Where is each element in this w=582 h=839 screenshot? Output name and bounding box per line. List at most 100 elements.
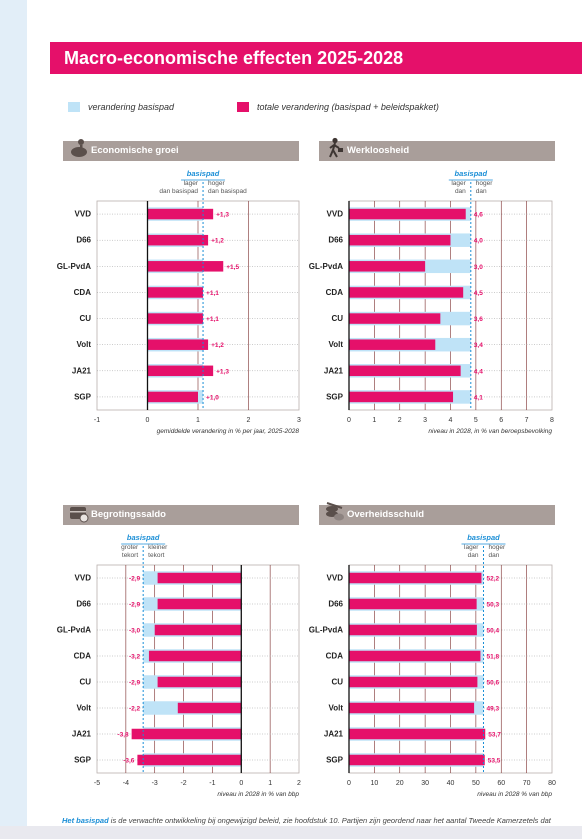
direction-label-right: hoger	[488, 544, 505, 551]
data-label: +1,0	[206, 394, 219, 401]
tick-label: 0	[146, 417, 150, 424]
data-bar	[349, 339, 436, 350]
legend-totaal: totale verandering (basispad + beleidspa…	[237, 102, 439, 112]
category-label: VVD	[327, 574, 344, 583]
tick-label: 70	[523, 780, 531, 787]
data-label: 53,7	[488, 732, 501, 739]
tick-label: -1	[94, 417, 100, 424]
data-bar	[147, 234, 209, 246]
axis-label: niveau in 2028 in % van bbp	[217, 791, 299, 798]
data-bar	[349, 702, 475, 714]
category-label: CDA	[74, 652, 92, 661]
data-bar	[349, 234, 451, 246]
panel-title: Werkloosheid	[347, 145, 410, 156]
category-label: VVD	[327, 210, 344, 219]
data-bar	[147, 287, 204, 298]
data-bar	[349, 313, 441, 324]
tick-label: 2	[297, 780, 301, 787]
data-label: 3,0	[474, 264, 483, 271]
direction-label-right: kleiner	[148, 544, 168, 551]
data-label: 4,0	[474, 238, 483, 245]
category-label: CDA	[74, 288, 92, 297]
category-label: GL-PvdA	[309, 626, 343, 635]
tick-label: 2	[398, 417, 402, 424]
basispad-marker-label: basispad	[455, 169, 488, 178]
tick-label: 7	[525, 417, 529, 424]
data-bar	[349, 572, 482, 584]
category-label: SGP	[74, 756, 92, 765]
data-label: +1,5	[226, 264, 239, 271]
direction-label-left: lager	[451, 180, 466, 187]
tick-label: 50	[472, 780, 480, 787]
data-label: 3,6	[474, 316, 483, 323]
tick-label: -2	[180, 780, 186, 787]
data-label: -3,0	[129, 628, 141, 635]
panel-header-economische-groei: Economische groei	[63, 139, 299, 161]
piggy-bank-person-icon	[71, 139, 87, 157]
basispad-marker-label: basispad	[467, 533, 500, 542]
category-label: Volt	[76, 704, 91, 713]
category-label: VVD	[75, 574, 92, 583]
axis-label: niveau in 2028 % van bbp	[477, 791, 552, 798]
data-bar	[349, 598, 477, 610]
data-bar	[177, 702, 242, 714]
data-label: +1,3	[216, 368, 229, 375]
data-label: -2,9	[129, 576, 141, 583]
data-bar	[147, 261, 224, 272]
data-bar	[154, 624, 242, 636]
direction-label-right: hoger	[476, 180, 493, 187]
panel-title: Economische groei	[91, 145, 179, 156]
tick-label: 4	[449, 417, 453, 424]
data-bar	[147, 365, 214, 377]
data-label: +1,2	[211, 342, 224, 349]
tick-label: 2	[247, 417, 251, 424]
direction-label-right: tekort	[148, 552, 164, 559]
data-bar	[349, 754, 485, 766]
category-label: Volt	[76, 340, 91, 349]
data-label: +1,1	[206, 316, 219, 323]
panel-header-overheidsschuld: Overheidsschuld	[319, 502, 555, 525]
data-label: -2,9	[129, 602, 141, 609]
category-label: VVD	[75, 210, 92, 219]
tick-label: 80	[548, 780, 556, 787]
data-bar	[148, 650, 242, 662]
legend-swatch-basispad	[68, 102, 80, 112]
data-label: +1,1	[206, 290, 219, 297]
data-label: 52,2	[486, 576, 499, 583]
category-label: JA21	[324, 366, 344, 375]
direction-label-left: dan	[455, 188, 466, 195]
data-bar	[131, 728, 242, 740]
tick-label: 1	[268, 780, 272, 787]
category-label: Volt	[328, 340, 343, 349]
panel-title: Overheidsschuld	[347, 509, 425, 520]
panel-title: Begrotingssaldo	[91, 509, 166, 520]
tick-label: 8	[550, 417, 554, 424]
data-bar	[137, 754, 242, 766]
category-label: CU	[331, 314, 343, 323]
data-label: 4,1	[474, 394, 483, 401]
category-label: JA21	[324, 730, 344, 739]
category-label: JA21	[72, 366, 92, 375]
plot-frame	[96, 564, 300, 774]
footer-highlight: Het basispad	[62, 816, 109, 825]
legend-basispad: verandering basispad	[68, 102, 174, 112]
category-label: CU	[79, 314, 91, 323]
direction-label-left: groter	[121, 544, 139, 551]
axis-label: gemiddelde verandering in % per jaar, 20…	[157, 428, 300, 435]
data-label: 50,3	[486, 602, 499, 609]
category-label: D66	[328, 600, 343, 609]
tick-label: 3	[423, 417, 427, 424]
tick-label: 20	[396, 780, 404, 787]
data-label: -2,2	[129, 706, 141, 713]
data-label: 50,6	[486, 680, 499, 687]
footer-text: is de verwachte ontwikkeling bij ongewij…	[108, 816, 551, 825]
data-label: -3,2	[129, 654, 141, 661]
legend-label-basispad: verandering basispad	[88, 102, 175, 112]
category-label: GL-PvdA	[309, 262, 343, 271]
data-label: 53,5	[488, 758, 501, 765]
data-bar	[147, 391, 198, 403]
data-label: 50,4	[486, 628, 499, 635]
basispad-marker-label: basispad	[127, 533, 160, 542]
data-bar	[349, 650, 481, 662]
